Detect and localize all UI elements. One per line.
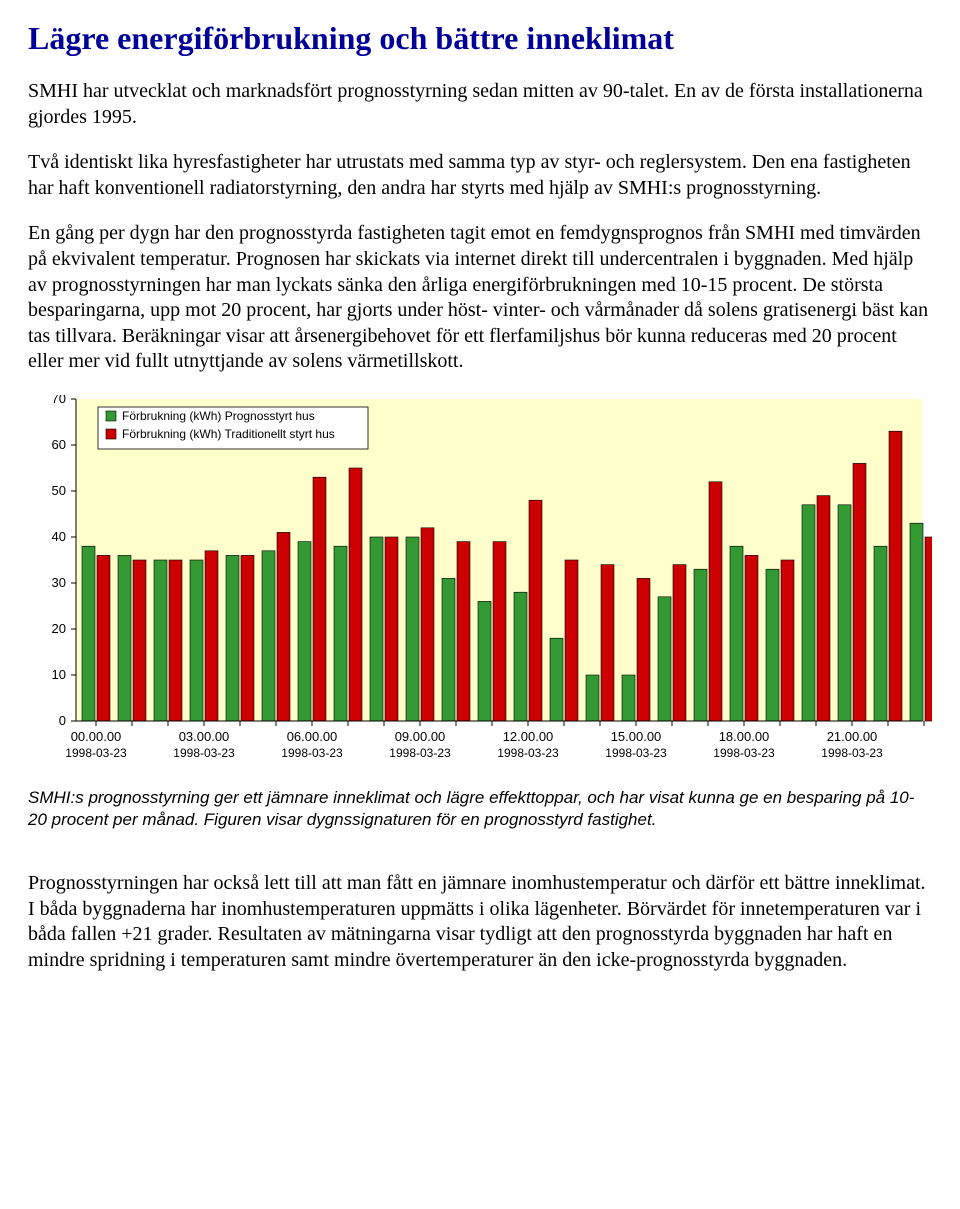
svg-text:1998-03-23: 1998-03-23 xyxy=(713,746,775,760)
svg-text:20: 20 xyxy=(52,621,66,636)
intro-paragraph-2: Två identiskt lika hyresfastigheter har … xyxy=(28,150,932,201)
consumption-chart-svg: 0 10 20 30 40 50 60 70 00.00.00 1998-03-23 03.00.0… xyxy=(28,395,932,765)
svg-text:09.00.00: 09.00.00 xyxy=(395,729,446,744)
svg-text:50: 50 xyxy=(52,483,66,498)
svg-text:1998-03-23: 1998-03-23 xyxy=(821,746,883,760)
svg-text:60: 60 xyxy=(52,437,66,452)
consumption-chart: 0 10 20 30 40 50 60 70 00.00.00 1998-03-23 03.00.0… xyxy=(28,395,932,765)
svg-text:1998-03-23: 1998-03-23 xyxy=(173,746,235,760)
svg-text:03.00.00: 03.00.00 xyxy=(179,729,230,744)
svg-text:70: 70 xyxy=(52,395,66,406)
svg-text:12.00.00: 12.00.00 xyxy=(503,729,554,744)
svg-text:15.00.00: 15.00.00 xyxy=(611,729,662,744)
svg-text:1998-03-23: 1998-03-23 xyxy=(65,746,127,760)
svg-text:10: 10 xyxy=(52,667,66,682)
svg-text:1998-03-23: 1998-03-23 xyxy=(497,746,559,760)
intro-paragraph-1: SMHI har utvecklat och marknadsfört prog… xyxy=(28,79,932,130)
svg-text:Förbrukning (kWh) Prognosstyrt: Förbrukning (kWh) Prognosstyrt hus xyxy=(122,409,315,423)
svg-text:0: 0 xyxy=(59,713,66,728)
svg-text:06.00.00: 06.00.00 xyxy=(287,729,338,744)
svg-text:1998-03-23: 1998-03-23 xyxy=(605,746,667,760)
svg-text:Förbrukning (kWh) Traditionell: Förbrukning (kWh) Traditionellt styrt hu… xyxy=(122,427,335,441)
svg-text:00.00.00: 00.00.00 xyxy=(71,729,122,744)
chart-caption: SMHI:s prognosstyrning ger ett jämnare i… xyxy=(28,787,932,831)
closing-paragraph: Prognosstyrningen har också lett till at… xyxy=(28,871,932,973)
svg-text:40: 40 xyxy=(52,529,66,544)
svg-text:30: 30 xyxy=(52,575,66,590)
svg-text:18.00.00: 18.00.00 xyxy=(719,729,770,744)
svg-text:1998-03-23: 1998-03-23 xyxy=(281,746,343,760)
intro-paragraph-3: En gång per dygn har den prognosstyrda f… xyxy=(28,221,932,375)
svg-text:21.00.00: 21.00.00 xyxy=(827,729,878,744)
page-title: Lägre energiförbrukning och bättre innek… xyxy=(28,20,932,57)
svg-text:1998-03-23: 1998-03-23 xyxy=(389,746,451,760)
